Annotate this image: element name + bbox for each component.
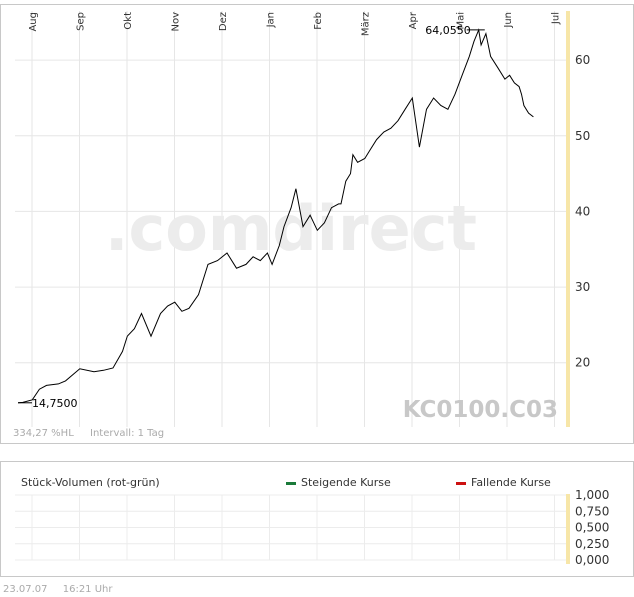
price-line[interactable]	[17, 28, 534, 404]
watermark: .comdirect	[105, 192, 477, 265]
month-label: Mai	[456, 12, 467, 30]
month-labels: Aug Sep Okt Nov Dez Jan Feb März Apr Mai Jun Jul	[28, 11, 562, 36]
month-label: Jul	[551, 12, 562, 25]
start-value-label: 14,7500	[32, 397, 78, 410]
month-label: Sep	[76, 12, 87, 31]
y-tick-label: 60	[575, 53, 590, 67]
month-label: Nov	[171, 12, 182, 32]
current-day-highlight	[566, 11, 570, 427]
instrument-title: KC0100.C03	[403, 397, 558, 423]
falling-swatch	[456, 481, 466, 485]
y-tick-label: 30	[575, 280, 590, 294]
month-label: Feb	[313, 12, 324, 30]
volume-y-labels: 1,000 0,750 0,500 0,250 0,000	[575, 488, 609, 567]
volume-tick-label: 0,250	[575, 537, 609, 551]
legend-rising: Steigende Kurse	[286, 476, 391, 489]
month-label: Apr	[408, 11, 419, 29]
max-value-label: 64,0550	[425, 24, 471, 37]
month-label: Okt	[123, 12, 134, 30]
footer-time: 16:21 Uhr	[62, 584, 113, 595]
volume-tick-label: 0,750	[575, 504, 609, 518]
volume-tick-label: 0,000	[575, 553, 609, 567]
legend-rising-text: Steigende Kurse	[301, 476, 391, 489]
footer-date: 23.07.07	[3, 584, 48, 595]
month-label: Dez	[218, 12, 229, 31]
month-label: Jan	[266, 12, 277, 28]
volume-label: Stück-Volumen (rot-grün)	[21, 476, 160, 489]
price-chart-panel: .comdirect Aug Sep Okt Nov Dez Jan Feb März Apr M…	[0, 4, 634, 444]
footer-timestamp: 23.07.07 16:21 Uhr	[3, 584, 124, 595]
legend-falling: Fallende Kurse	[456, 476, 551, 489]
y-tick-label: 20	[575, 356, 590, 370]
price-chart[interactable]: .comdirect Aug Sep Okt Nov Dez Jan Feb März Apr M…	[1, 5, 633, 443]
interval-label: Intervall: 1 Tag	[90, 428, 164, 439]
rising-swatch	[286, 481, 296, 485]
volume-grid	[15, 494, 566, 561]
volume-chart[interactable]: 1,000 0,750 0,500 0,250 0,000	[1, 462, 633, 576]
volume-tick-label: 0,500	[575, 521, 609, 535]
legend-falling-text: Fallende Kurse	[471, 476, 551, 489]
month-label: Jun	[503, 12, 514, 29]
month-label: März	[361, 12, 372, 36]
y-tick-label: 40	[575, 204, 590, 218]
change-label: 334,27 %HL	[13, 428, 74, 439]
volume-chart-panel: Stück-Volumen (rot-grün) Steigende Kurse…	[0, 461, 634, 577]
y-axis-labels: 20 30 40 50 60	[575, 53, 590, 370]
y-tick-label: 50	[575, 129, 590, 143]
price-grid	[15, 11, 566, 427]
volume-tick-label: 1,000	[575, 488, 609, 502]
month-label: Aug	[28, 12, 39, 32]
volume-current-day-highlight	[566, 494, 570, 564]
